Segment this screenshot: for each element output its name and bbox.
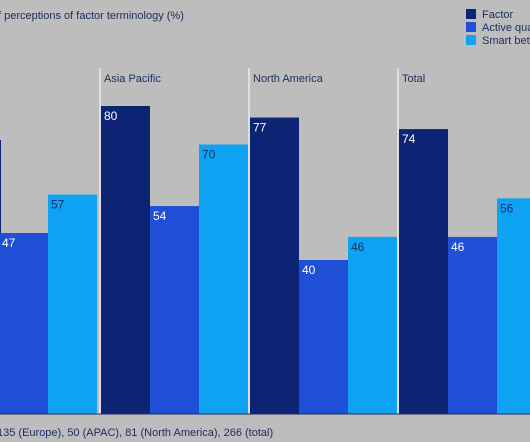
data-label: 46 bbox=[351, 240, 365, 254]
data-label: 54 bbox=[153, 209, 167, 223]
region-dividers bbox=[99, 68, 399, 414]
bar-active-qua-total bbox=[448, 236, 497, 414]
bar-active-qua-asia-pacific bbox=[150, 206, 199, 414]
bar-factor-north-america bbox=[250, 117, 299, 415]
bar-factor-asia-pacific bbox=[101, 106, 150, 414]
bar-active-qua-europe bbox=[0, 233, 48, 414]
chart-footnote: 135 (Europe), 50 (APAC), 81 (North Ameri… bbox=[0, 427, 273, 439]
category-labels: Asia Pacific North America Total bbox=[104, 73, 425, 85]
chart-title: f perceptions of factor terminology (%) bbox=[0, 10, 184, 22]
data-label: 57 bbox=[51, 198, 65, 212]
legend-swatch bbox=[466, 35, 476, 45]
legend-label: Smart bet bbox=[482, 35, 530, 47]
data-label: 40 bbox=[302, 263, 316, 277]
bar-active-qua-north-america bbox=[299, 260, 348, 414]
category-label: Total bbox=[402, 73, 425, 85]
data-label: 56 bbox=[500, 201, 514, 215]
data-label: 46 bbox=[451, 240, 465, 254]
data-label: 77 bbox=[253, 121, 267, 135]
bar-smart-bet-asia-pacific bbox=[199, 144, 248, 414]
bar-smart-bet-total bbox=[497, 198, 530, 414]
bar-factor-total bbox=[399, 129, 448, 414]
category-label: North America bbox=[253, 73, 324, 85]
data-label: 80 bbox=[104, 109, 118, 123]
legend-swatch bbox=[466, 9, 476, 19]
bars bbox=[0, 106, 530, 415]
data-label: 47 bbox=[2, 236, 16, 250]
legend-label: Factor bbox=[482, 9, 514, 21]
data-label: 70 bbox=[202, 148, 216, 162]
legend-swatch bbox=[466, 22, 476, 32]
legend-label: Active qua bbox=[482, 22, 530, 34]
bar-smart-bet-north-america bbox=[348, 236, 397, 414]
bar-labels: 47 57 80 54 70 77 40 46 74 46 56 bbox=[2, 109, 514, 277]
bar-smart-bet-europe bbox=[48, 194, 97, 414]
data-label: 74 bbox=[402, 132, 416, 146]
category-label: Asia Pacific bbox=[104, 73, 161, 85]
